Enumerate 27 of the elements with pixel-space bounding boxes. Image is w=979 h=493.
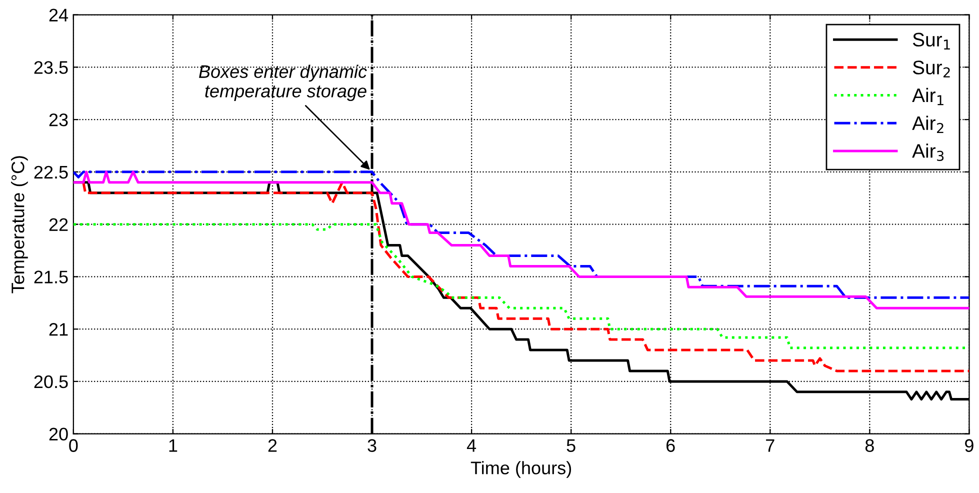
x-tick-label: 8 <box>865 439 874 452</box>
annotation: Boxes enter dynamic temperature storage <box>199 64 367 102</box>
x-axis-title: Time (hours) <box>470 461 572 478</box>
legend-label: Air$_{3}$ <box>912 144 944 162</box>
y-tick-label: 21.5 <box>34 270 68 284</box>
legend-label: Sur$_{1}$ <box>912 32 950 50</box>
x-tick-label: 6 <box>666 439 675 452</box>
y-axis-title: Temperature (°C) <box>11 156 28 294</box>
x-tick-label: 7 <box>766 439 774 452</box>
x-tick-label: 2 <box>268 439 277 452</box>
y-tick-label: 20 <box>49 428 68 441</box>
y-tick-label: 22.5 <box>34 166 68 179</box>
legend-label: Air$_{1}$ <box>912 88 944 106</box>
x-tick-label: 1 <box>169 439 178 452</box>
x-tick-label: 4 <box>466 439 476 452</box>
legend-label: Air$_{2}$ <box>912 116 944 134</box>
y-tick-label: 21 <box>49 323 68 336</box>
x-tick-label: 5 <box>566 439 576 452</box>
legend-label: Sur$_{2}$ <box>912 60 950 78</box>
y-tick-label: 23 <box>49 113 68 126</box>
x-tick-label: 3 <box>368 439 376 452</box>
x-tick-label: 0 <box>69 439 78 452</box>
x-tick-label: 9 <box>965 439 974 452</box>
y-tick-label: 22 <box>49 218 68 231</box>
y-tick-label: 24 <box>49 8 68 22</box>
y-tick-label: 23.5 <box>34 61 68 74</box>
y-tick-label: 20.5 <box>34 375 68 388</box>
